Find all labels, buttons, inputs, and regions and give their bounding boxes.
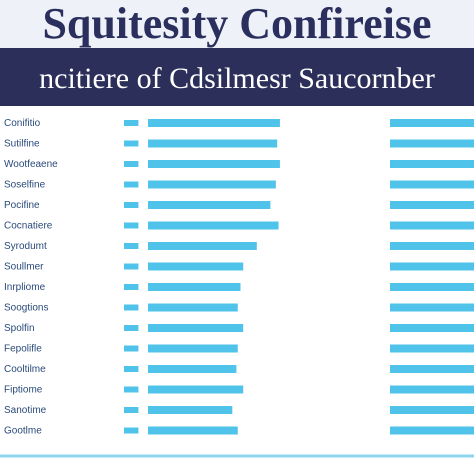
right-bar xyxy=(390,344,474,353)
right-bar xyxy=(390,324,474,332)
left-bar xyxy=(124,222,139,229)
left-bar xyxy=(124,120,139,126)
right-bar xyxy=(390,201,474,209)
row-label: Wootfeaene xyxy=(4,159,58,170)
title-band xyxy=(0,0,474,48)
middle-bar xyxy=(148,426,238,435)
right-bar xyxy=(390,139,474,148)
row-label: Inrpliome xyxy=(4,282,46,293)
right-bar xyxy=(390,262,474,271)
middle-bar xyxy=(148,283,241,291)
left-bar xyxy=(124,345,139,352)
right-bar xyxy=(390,160,474,168)
left-bar xyxy=(124,325,139,331)
row-label: Fepolifle xyxy=(4,344,42,355)
left-bar xyxy=(124,386,139,393)
row-label: Gootlme xyxy=(4,426,42,437)
row-label: Syrodumt xyxy=(4,241,47,252)
middle-bar xyxy=(148,303,238,312)
right-bar xyxy=(390,283,474,291)
right-bar xyxy=(390,385,474,394)
middle-bar xyxy=(148,119,280,127)
middle-bar xyxy=(148,160,280,168)
middle-bar xyxy=(148,365,237,373)
left-bar xyxy=(124,243,139,249)
right-bar xyxy=(390,119,474,127)
right-bar xyxy=(390,426,474,435)
left-bar xyxy=(124,181,139,188)
left-bar xyxy=(124,284,139,290)
left-bar xyxy=(124,202,139,208)
row-label: Cooltilme xyxy=(4,364,46,375)
row-label: Spolfin xyxy=(4,323,35,334)
middle-bar xyxy=(148,180,276,189)
left-bar xyxy=(124,407,139,413)
row-label: Soogtions xyxy=(4,303,48,314)
left-bar xyxy=(124,140,139,147)
middle-bar xyxy=(148,221,279,230)
row-label: Pocifine xyxy=(4,200,40,211)
right-bar xyxy=(390,180,474,189)
right-bar xyxy=(390,406,474,414)
left-bar xyxy=(124,366,139,372)
middle-bar xyxy=(148,242,257,250)
middle-bar xyxy=(148,344,238,353)
left-bar xyxy=(124,161,139,167)
left-bar xyxy=(124,427,139,434)
row-label: Fiptiome xyxy=(4,385,43,396)
middle-bar xyxy=(148,385,244,394)
row-label: Soselfine xyxy=(4,180,46,191)
row-label: Conifitio xyxy=(4,118,41,129)
right-bar xyxy=(390,242,474,250)
right-bar xyxy=(390,221,474,230)
middle-bar xyxy=(148,406,233,414)
left-bar xyxy=(124,263,139,270)
row-label: Sutilfine xyxy=(4,139,40,150)
right-bar xyxy=(390,365,474,373)
middle-bar xyxy=(148,262,244,271)
right-bar xyxy=(390,303,474,312)
left-bar xyxy=(124,304,139,311)
row-label: Sanotime xyxy=(4,405,47,416)
middle-bar xyxy=(148,139,278,148)
title: Squitesity Confireise xyxy=(42,0,431,48)
row-label: Cocnatiere xyxy=(4,221,53,232)
middle-bar xyxy=(148,201,271,209)
subtitle-band xyxy=(0,48,474,106)
row-label: Soullmer xyxy=(4,262,44,273)
middle-bar xyxy=(148,324,244,332)
subtitle: ncitiere of Cdsilmesr Saucornber xyxy=(39,62,435,95)
